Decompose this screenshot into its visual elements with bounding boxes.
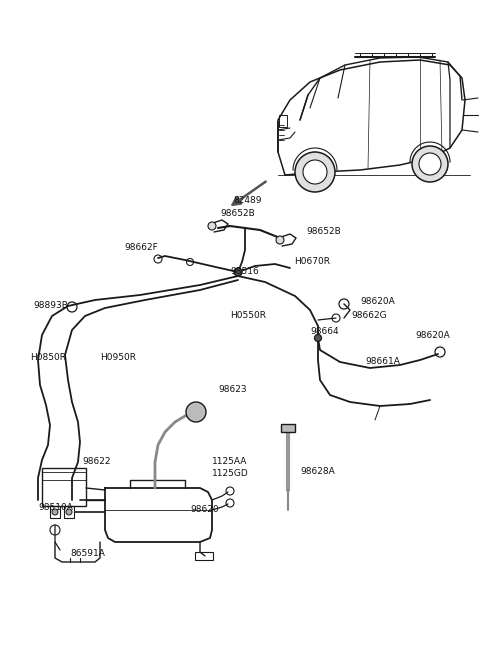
Text: 98620: 98620 bbox=[190, 506, 218, 514]
Bar bbox=[50, 506, 60, 518]
Text: 98662G: 98662G bbox=[351, 312, 386, 320]
Text: 1125GD: 1125GD bbox=[212, 470, 249, 479]
Circle shape bbox=[208, 222, 216, 230]
Text: 98628A: 98628A bbox=[300, 468, 335, 476]
Text: 98652B: 98652B bbox=[306, 227, 341, 236]
Circle shape bbox=[66, 509, 72, 515]
Text: 98620A: 98620A bbox=[360, 297, 395, 307]
Text: 98623: 98623 bbox=[218, 386, 247, 394]
Text: H0550R: H0550R bbox=[230, 312, 266, 320]
Circle shape bbox=[52, 509, 58, 515]
Text: 98893B: 98893B bbox=[33, 301, 68, 310]
Circle shape bbox=[295, 152, 335, 192]
Circle shape bbox=[303, 160, 327, 184]
Bar bbox=[281, 424, 295, 432]
Circle shape bbox=[276, 236, 284, 244]
Circle shape bbox=[314, 335, 322, 341]
Text: 82489: 82489 bbox=[234, 196, 262, 205]
Text: 98664: 98664 bbox=[310, 328, 338, 337]
Text: 98620A: 98620A bbox=[415, 331, 450, 341]
Bar bbox=[195, 552, 213, 560]
Text: 98652B: 98652B bbox=[221, 209, 255, 218]
Circle shape bbox=[419, 153, 441, 175]
Text: 86591A: 86591A bbox=[71, 550, 106, 559]
Bar bbox=[42, 472, 86, 480]
Bar bbox=[42, 468, 86, 506]
Text: H0670R: H0670R bbox=[294, 257, 330, 267]
Text: H0950R: H0950R bbox=[100, 354, 136, 362]
Bar bbox=[279, 115, 287, 127]
Bar bbox=[64, 506, 74, 518]
Text: 98662F: 98662F bbox=[124, 244, 158, 252]
Text: 98510A: 98510A bbox=[38, 504, 73, 512]
Text: 98661A: 98661A bbox=[365, 358, 400, 367]
Text: 98622: 98622 bbox=[82, 457, 110, 466]
Text: 1125AA: 1125AA bbox=[212, 457, 247, 466]
Circle shape bbox=[186, 402, 206, 422]
Text: H0850R: H0850R bbox=[30, 354, 66, 362]
Circle shape bbox=[412, 146, 448, 182]
Text: 98516: 98516 bbox=[230, 267, 259, 276]
Circle shape bbox=[234, 268, 242, 276]
